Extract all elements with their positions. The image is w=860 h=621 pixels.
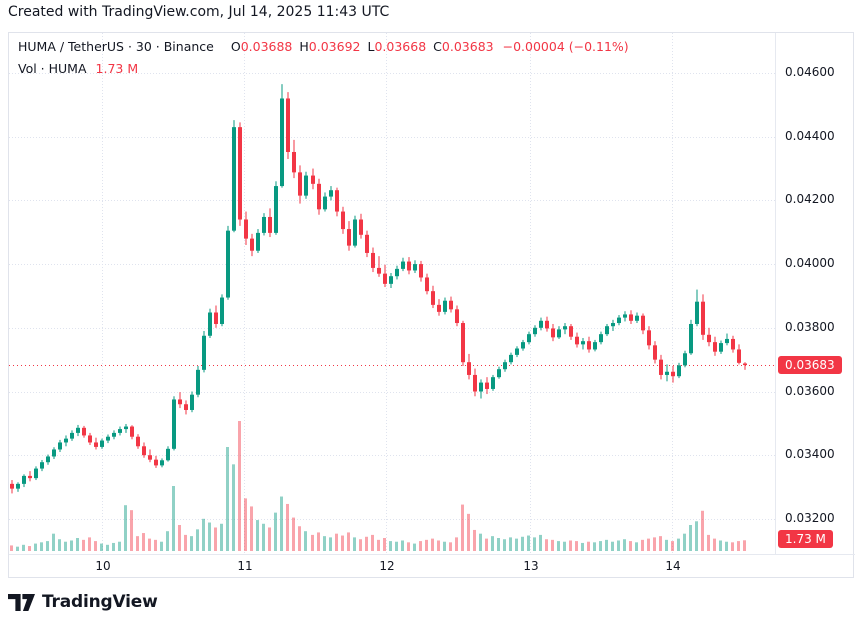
tradingview-footer[interactable]: TradingView <box>8 590 158 614</box>
price-axis-label: 0.04400 <box>785 128 835 143</box>
time-axis-label: 12 <box>379 559 395 573</box>
symbol-legend-row: HUMA / TetherUS · 30 · Binance O0.03688 H0… <box>18 39 629 54</box>
volume-value: 1.73 M <box>95 61 139 76</box>
open-label: O <box>230 39 241 54</box>
price-axis-label: 0.04200 <box>785 192 835 207</box>
open-value: 0.03688 <box>240 39 293 54</box>
high-label: H <box>299 39 309 54</box>
price-scale[interactable]: 0.03683 1.73 M 0.04600 0.04400 0.04200 0.04… <box>775 33 854 554</box>
price-axis-label: 0.03200 <box>785 510 835 525</box>
time-axis-label: 13 <box>523 559 539 573</box>
tradingview-logo-icon <box>8 593 35 612</box>
tradingview-brand-text: TradingView <box>42 592 158 612</box>
time-axis-label: 10 <box>95 559 111 573</box>
price-axis-label: 0.03800 <box>785 319 835 334</box>
attribution-text: Created with TradingView.com, Jul 14, 20… <box>8 4 390 20</box>
time-axis-label: 11 <box>237 559 253 573</box>
time-scale[interactable]: 10 11 12 13 14 <box>9 554 855 578</box>
high-value: 0.03692 <box>308 39 361 54</box>
price-axis-label: 0.03400 <box>785 447 835 462</box>
close-value: 0.03683 <box>441 39 494 54</box>
last-volume-badge: 1.73 M <box>778 530 833 548</box>
chart-legend: HUMA / TetherUS · 30 · Binance O0.03688 H0… <box>18 39 629 76</box>
last-price-badge: 0.03683 <box>778 355 842 374</box>
low-label: L <box>367 39 375 54</box>
price-axis-label: 0.04600 <box>785 65 835 79</box>
time-axis-label: 14 <box>665 559 681 573</box>
chart-widget: HUMA / TetherUS · 30 · Binance O0.03688 H0… <box>8 32 855 578</box>
change-value: −0.00004 (−0.11%) <box>502 39 629 54</box>
symbol-title: HUMA / TetherUS · 30 · Binance <box>18 39 214 54</box>
volume-legend-row: Vol · HUMA 1.73 M <box>18 61 629 76</box>
low-value: 0.03668 <box>374 39 427 54</box>
price-axis-label: 0.03600 <box>785 383 835 398</box>
volume-label: Vol · HUMA <box>18 61 87 76</box>
price-chart-canvas[interactable] <box>9 33 775 554</box>
chart-pane[interactable] <box>9 33 775 554</box>
close-label: C <box>433 39 442 54</box>
price-axis-label: 0.04000 <box>785 256 835 271</box>
